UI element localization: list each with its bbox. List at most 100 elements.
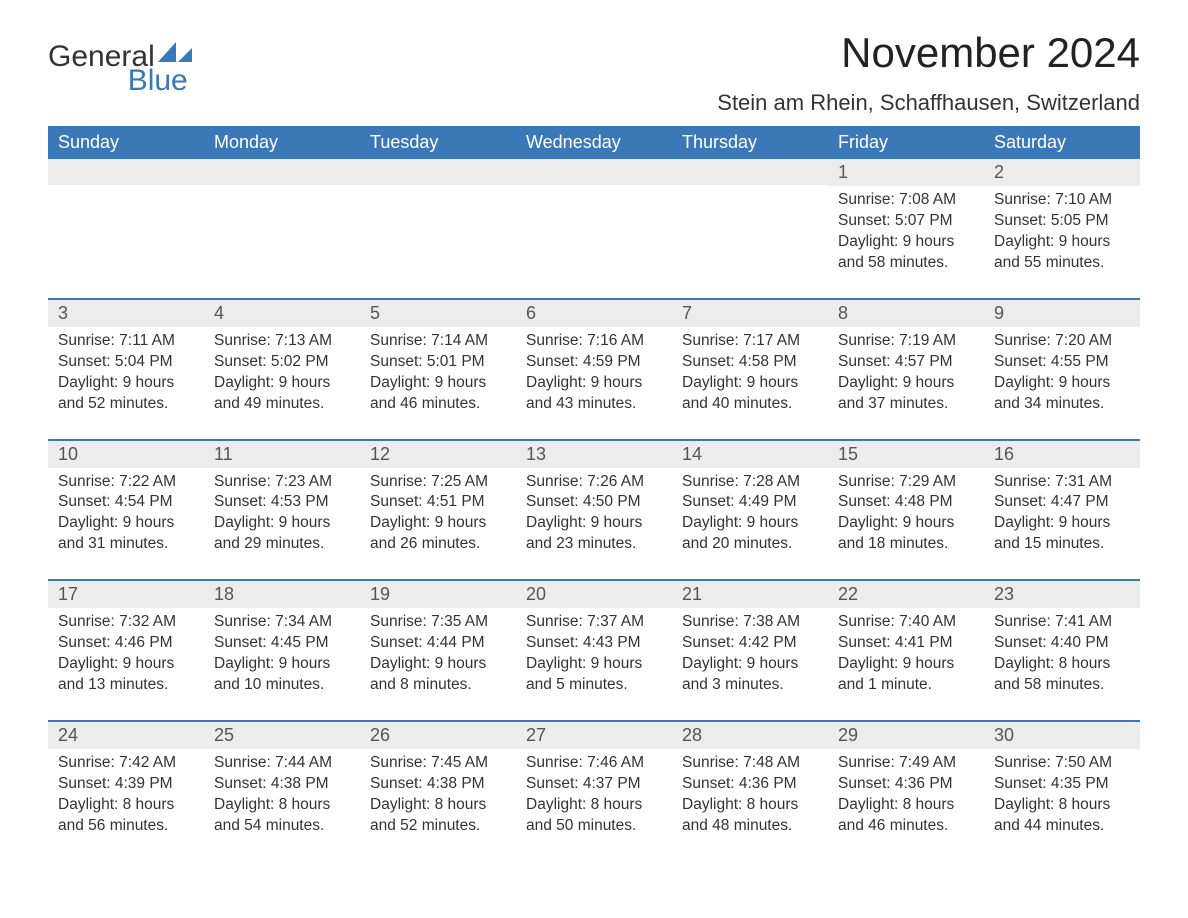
day-details: Sunrise: 7:44 AMSunset: 4:38 PMDaylight:… [204, 749, 360, 843]
day-number [516, 159, 672, 185]
sunset-text: Sunset: 4:43 PM [526, 633, 662, 654]
day-number: 9 [984, 300, 1140, 327]
day-number [360, 159, 516, 185]
daylight-text: and 52 minutes. [370, 816, 506, 837]
weekday-header: Wednesday [516, 126, 672, 159]
day-details: Sunrise: 7:31 AMSunset: 4:47 PMDaylight:… [984, 468, 1140, 562]
day-details: Sunrise: 7:16 AMSunset: 4:59 PMDaylight:… [516, 327, 672, 421]
sunrise-text: Sunrise: 7:14 AM [370, 331, 506, 352]
day-number: 16 [984, 441, 1140, 468]
daylight-text: Daylight: 8 hours [682, 795, 818, 816]
sunset-text: Sunset: 4:38 PM [214, 774, 350, 795]
day-number: 10 [48, 441, 204, 468]
daylight-text: and 58 minutes. [994, 675, 1130, 696]
calendar-day: 30Sunrise: 7:50 AMSunset: 4:35 PMDayligh… [984, 722, 1140, 843]
daylight-text: and 55 minutes. [994, 253, 1130, 274]
sunset-text: Sunset: 4:51 PM [370, 492, 506, 513]
day-details: Sunrise: 7:32 AMSunset: 4:46 PMDaylight:… [48, 608, 204, 702]
daylight-text: Daylight: 9 hours [370, 654, 506, 675]
sunset-text: Sunset: 4:54 PM [58, 492, 194, 513]
calendar-day: 22Sunrise: 7:40 AMSunset: 4:41 PMDayligh… [828, 581, 984, 702]
daylight-text: and 52 minutes. [58, 394, 194, 415]
sunset-text: Sunset: 4:48 PM [838, 492, 974, 513]
sunset-text: Sunset: 4:44 PM [370, 633, 506, 654]
daylight-text: and 49 minutes. [214, 394, 350, 415]
daylight-text: Daylight: 9 hours [58, 654, 194, 675]
calendar-day [516, 159, 672, 280]
calendar-week: 10Sunrise: 7:22 AMSunset: 4:54 PMDayligh… [48, 439, 1140, 562]
weekday-header: Tuesday [360, 126, 516, 159]
calendar-day: 5Sunrise: 7:14 AMSunset: 5:01 PMDaylight… [360, 300, 516, 421]
sunset-text: Sunset: 4:57 PM [838, 352, 974, 373]
day-details: Sunrise: 7:45 AMSunset: 4:38 PMDaylight:… [360, 749, 516, 843]
calendar-day: 25Sunrise: 7:44 AMSunset: 4:38 PMDayligh… [204, 722, 360, 843]
daylight-text: Daylight: 9 hours [682, 654, 818, 675]
daylight-text: Daylight: 9 hours [370, 513, 506, 534]
sunset-text: Sunset: 4:36 PM [682, 774, 818, 795]
daylight-text: Daylight: 9 hours [370, 373, 506, 394]
daylight-text: and 37 minutes. [838, 394, 974, 415]
day-details: Sunrise: 7:40 AMSunset: 4:41 PMDaylight:… [828, 608, 984, 702]
sunrise-text: Sunrise: 7:48 AM [682, 753, 818, 774]
calendar: Sunday Monday Tuesday Wednesday Thursday… [48, 126, 1140, 842]
day-number: 30 [984, 722, 1140, 749]
daylight-text: and 10 minutes. [214, 675, 350, 696]
day-details: Sunrise: 7:17 AMSunset: 4:58 PMDaylight:… [672, 327, 828, 421]
daylight-text: and 34 minutes. [994, 394, 1130, 415]
weekday-header: Saturday [984, 126, 1140, 159]
day-details: Sunrise: 7:19 AMSunset: 4:57 PMDaylight:… [828, 327, 984, 421]
daylight-text: Daylight: 9 hours [838, 513, 974, 534]
sunrise-text: Sunrise: 7:49 AM [838, 753, 974, 774]
daylight-text: and 50 minutes. [526, 816, 662, 837]
sunrise-text: Sunrise: 7:44 AM [214, 753, 350, 774]
daylight-text: and 1 minute. [838, 675, 974, 696]
sunset-text: Sunset: 5:04 PM [58, 352, 194, 373]
daylight-text: and 46 minutes. [370, 394, 506, 415]
sunrise-text: Sunrise: 7:31 AM [994, 472, 1130, 493]
day-details: Sunrise: 7:23 AMSunset: 4:53 PMDaylight:… [204, 468, 360, 562]
weekday-header: Sunday [48, 126, 204, 159]
daylight-text: and 54 minutes. [214, 816, 350, 837]
daylight-text: and 8 minutes. [370, 675, 506, 696]
daylight-text: Daylight: 8 hours [526, 795, 662, 816]
calendar-day: 26Sunrise: 7:45 AMSunset: 4:38 PMDayligh… [360, 722, 516, 843]
sunrise-text: Sunrise: 7:23 AM [214, 472, 350, 493]
daylight-text: Daylight: 9 hours [838, 232, 974, 253]
calendar-day: 17Sunrise: 7:32 AMSunset: 4:46 PMDayligh… [48, 581, 204, 702]
calendar-day: 4Sunrise: 7:13 AMSunset: 5:02 PMDaylight… [204, 300, 360, 421]
calendar-day: 13Sunrise: 7:26 AMSunset: 4:50 PMDayligh… [516, 441, 672, 562]
weekday-header: Friday [828, 126, 984, 159]
sunrise-text: Sunrise: 7:20 AM [994, 331, 1130, 352]
calendar-body: 1Sunrise: 7:08 AMSunset: 5:07 PMDaylight… [48, 159, 1140, 842]
sunset-text: Sunset: 4:46 PM [58, 633, 194, 654]
day-details [672, 185, 828, 195]
calendar-day [672, 159, 828, 280]
day-number: 17 [48, 581, 204, 608]
day-details: Sunrise: 7:41 AMSunset: 4:40 PMDaylight:… [984, 608, 1140, 702]
calendar-week: 17Sunrise: 7:32 AMSunset: 4:46 PMDayligh… [48, 579, 1140, 702]
daylight-text: Daylight: 9 hours [526, 513, 662, 534]
calendar-header-row: Sunday Monday Tuesday Wednesday Thursday… [48, 126, 1140, 159]
sunrise-text: Sunrise: 7:19 AM [838, 331, 974, 352]
day-details: Sunrise: 7:48 AMSunset: 4:36 PMDaylight:… [672, 749, 828, 843]
day-details: Sunrise: 7:08 AMSunset: 5:07 PMDaylight:… [828, 186, 984, 280]
day-details: Sunrise: 7:13 AMSunset: 5:02 PMDaylight:… [204, 327, 360, 421]
calendar-week: 24Sunrise: 7:42 AMSunset: 4:39 PMDayligh… [48, 720, 1140, 843]
sunrise-text: Sunrise: 7:16 AM [526, 331, 662, 352]
daylight-text: Daylight: 9 hours [214, 373, 350, 394]
day-number: 29 [828, 722, 984, 749]
daylight-text: Daylight: 9 hours [994, 373, 1130, 394]
day-number: 11 [204, 441, 360, 468]
day-details: Sunrise: 7:14 AMSunset: 5:01 PMDaylight:… [360, 327, 516, 421]
day-details: Sunrise: 7:38 AMSunset: 4:42 PMDaylight:… [672, 608, 828, 702]
daylight-text: and 31 minutes. [58, 534, 194, 555]
day-number: 4 [204, 300, 360, 327]
sunrise-text: Sunrise: 7:42 AM [58, 753, 194, 774]
day-number: 28 [672, 722, 828, 749]
sunrise-text: Sunrise: 7:17 AM [682, 331, 818, 352]
daylight-text: Daylight: 9 hours [682, 513, 818, 534]
location-label: Stein am Rhein, Schaffhausen, Switzerlan… [717, 90, 1140, 116]
calendar-day [204, 159, 360, 280]
sunset-text: Sunset: 4:40 PM [994, 633, 1130, 654]
daylight-text: and 40 minutes. [682, 394, 818, 415]
